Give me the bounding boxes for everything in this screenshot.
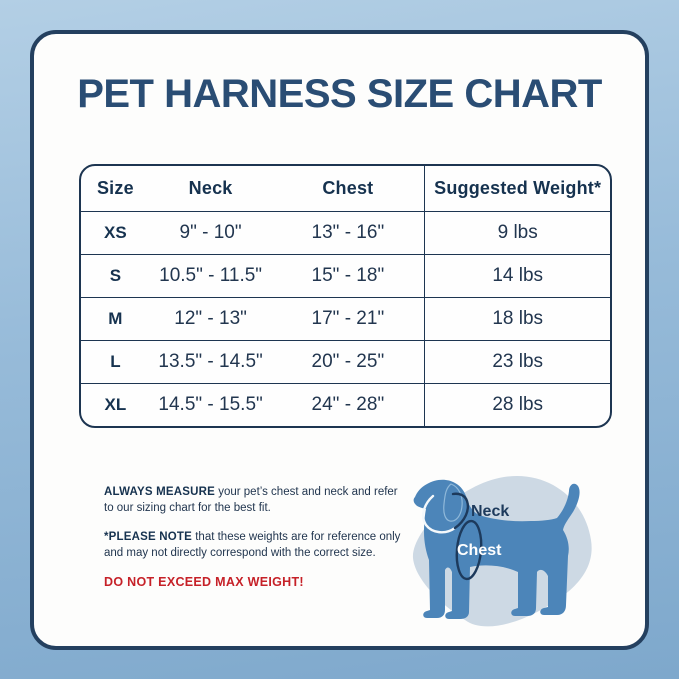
header-weight: Suggested Weight* (424, 166, 610, 211)
reference-note-text: that these weights are for reference onl… (104, 531, 401, 559)
cell-size: L (81, 339, 150, 383)
cell-weight: 23 lbs (424, 339, 610, 383)
cell-chest: 20" - 25" (271, 339, 425, 383)
dog-measurement-diagram: Neck Chest (399, 464, 619, 654)
cell-size: S (81, 253, 150, 297)
neck-measure-line (422, 494, 457, 534)
cell-neck: 13.5" - 14.5" (149, 339, 272, 383)
cell-size: M (81, 296, 150, 340)
reference-note: *PLEASE NOTE that these weights are for … (104, 529, 406, 561)
measure-note-bold: ALWAYS MEASURE (104, 486, 216, 498)
cell-size: XS (81, 210, 150, 254)
table-row-s: S 10.5" - 11.5" 15" - 18" 14 lbs (81, 253, 610, 297)
reference-note-bold: *PLEASE NOTE (104, 531, 193, 543)
measure-note-text: your pet’s chest and neck and refer to o… (104, 486, 398, 514)
table-header-row: Size Neck Chest Suggested Weight* (81, 166, 610, 211)
cell-chest: 17" - 21" (271, 296, 425, 340)
table-row-m: M 12" - 13" 17" - 21" 18 lbs (81, 296, 610, 340)
table-row-xl: XL 14.5" - 15.5" 24" - 28" 28 lbs (81, 382, 610, 426)
chart-card: PET HARNESS SIZE CHART Size Neck Chest S… (30, 30, 649, 650)
page-title: PET HARNESS SIZE CHART (77, 72, 602, 116)
chest-measure-line (455, 519, 483, 581)
cell-neck: 10.5" - 11.5" (149, 253, 272, 297)
size-table: Size Neck Chest Suggested Weight* XS 9" … (79, 164, 612, 428)
cell-neck: 12" - 13" (149, 296, 272, 340)
neck-measure-line-dark (451, 492, 469, 530)
cell-weight: 14 lbs (424, 253, 610, 297)
max-weight-warning: DO NOT EXCEED MAX WEIGHT! (104, 575, 304, 589)
cell-weight: 9 lbs (424, 210, 610, 254)
cell-neck: 14.5" - 15.5" (149, 382, 272, 426)
cell-chest: 24" - 28" (271, 382, 425, 426)
table-row-l: L 13.5" - 14.5" 20" - 25" 23 lbs (81, 339, 610, 383)
header-neck: Neck (188, 177, 233, 198)
footnotes: ALWAYS MEASURE your pet’s chest and neck… (104, 484, 406, 603)
chest-label: Chest (457, 542, 502, 559)
cell-size: XL (81, 382, 150, 426)
table-row-xs: XS 9" - 10" 13" - 16" 9 lbs (81, 210, 610, 254)
header-chest: Chest (322, 177, 374, 198)
neck-label: Neck (471, 503, 509, 520)
cell-weight: 28 lbs (424, 382, 610, 426)
cell-chest: 15" - 18" (271, 253, 425, 297)
dog-illustration: Neck Chest (412, 475, 592, 627)
measure-note: ALWAYS MEASURE your pet’s chest and neck… (104, 484, 406, 516)
header-size: Size (96, 177, 134, 198)
cell-weight: 18 lbs (424, 296, 610, 340)
cell-chest: 13" - 16" (271, 210, 425, 254)
cell-neck: 9" - 10" (149, 210, 272, 254)
